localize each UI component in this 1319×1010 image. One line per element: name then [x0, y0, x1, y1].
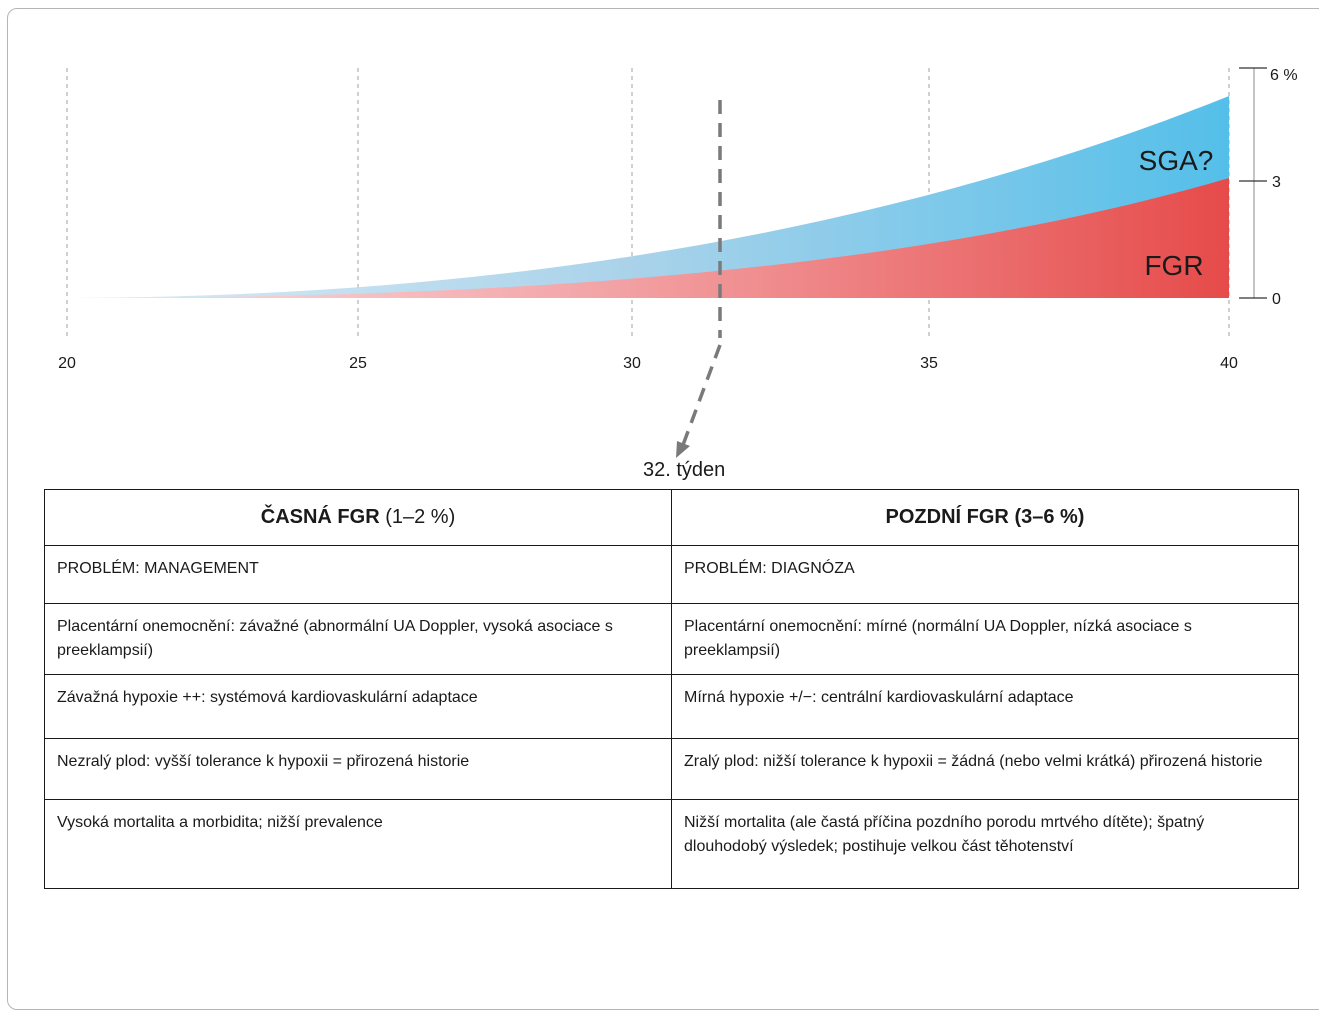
y-tick-label-3: 3 — [1272, 174, 1281, 191]
table-cell-early: Placentární onemocnění: závažné (abnormá… — [44, 603, 672, 675]
table-cell-late: Mírná hypoxie +/−: centrální kardiovasku… — [671, 674, 1299, 739]
sga-label: SGA? — [1139, 145, 1214, 176]
header-early-range: (1–2 %) — [379, 506, 456, 528]
x-tick-label-25: 25 — [349, 355, 367, 372]
header-late-fgr: POZDNÍ FGR (3–6 %) — [671, 489, 1299, 546]
table-row: Vysoká mortalita a morbidita; nižší prev… — [44, 799, 1299, 889]
y-tick-label-0: 0 — [1272, 291, 1281, 308]
week-32-arrowhead — [676, 441, 690, 458]
table-row: Nezralý plod: vyšší tolerance k hypoxii … — [44, 738, 1299, 800]
header-late-range: (3–6 %) — [1014, 506, 1085, 528]
header-early-fgr: ČASNÁ FGR (1–2 %) — [44, 489, 672, 546]
x-tick-label-35: 35 — [920, 355, 938, 372]
table-cell-early: PROBLÉM: MANAGEMENT — [44, 545, 672, 604]
comparison-table: ČASNÁ FGR (1–2 %) POZDNÍ FGR (3–6 %) PRO… — [44, 489, 1299, 889]
fgr-area — [67, 178, 1229, 298]
table-cell-late: Nižší mortalita (ale častá příčina pozdn… — [671, 799, 1299, 889]
table-header-row: ČASNÁ FGR (1–2 %) POZDNÍ FGR (3–6 %) — [44, 489, 1299, 546]
table-row: Placentární onemocnění: závažné (abnormá… — [44, 603, 1299, 675]
header-late-title: POZDNÍ FGR — [885, 506, 1009, 528]
table-cell-early: Závažná hypoxie ++: systémová kardiovask… — [44, 674, 672, 739]
table-cell-early: Vysoká mortalita a morbidita; nižší prev… — [44, 799, 672, 889]
header-early-title: ČASNÁ FGR — [260, 506, 380, 528]
table-cell-late: Zralý plod: nižší tolerance k hypoxii = … — [671, 738, 1299, 800]
y-tick-label-6: 6 % — [1270, 67, 1298, 84]
table-cell-late: Placentární onemocnění: mírné (normální … — [671, 603, 1299, 675]
week-32-label: 32. týden — [643, 459, 726, 481]
x-tick-label-20: 20 — [58, 355, 76, 372]
table-cell-early: Nezralý plod: vyšší tolerance k hypoxii … — [44, 738, 672, 800]
x-tick-label-30: 30 — [623, 355, 641, 372]
x-tick-label-40: 40 — [1220, 355, 1238, 372]
table-row: Závažná hypoxie ++: systémová kardiovask… — [44, 674, 1299, 739]
table-row: PROBLÉM: MANAGEMENT PROBLÉM: DIAGNÓZA — [44, 545, 1299, 604]
table-cell-late: PROBLÉM: DIAGNÓZA — [671, 545, 1299, 604]
fgr-prevalence-chart: SGA? FGR 6 % 3 0 20 25 30 35 40 — [58, 67, 1298, 458]
week-32-arrow-line — [681, 344, 722, 446]
fgr-label: FGR — [1144, 250, 1203, 281]
